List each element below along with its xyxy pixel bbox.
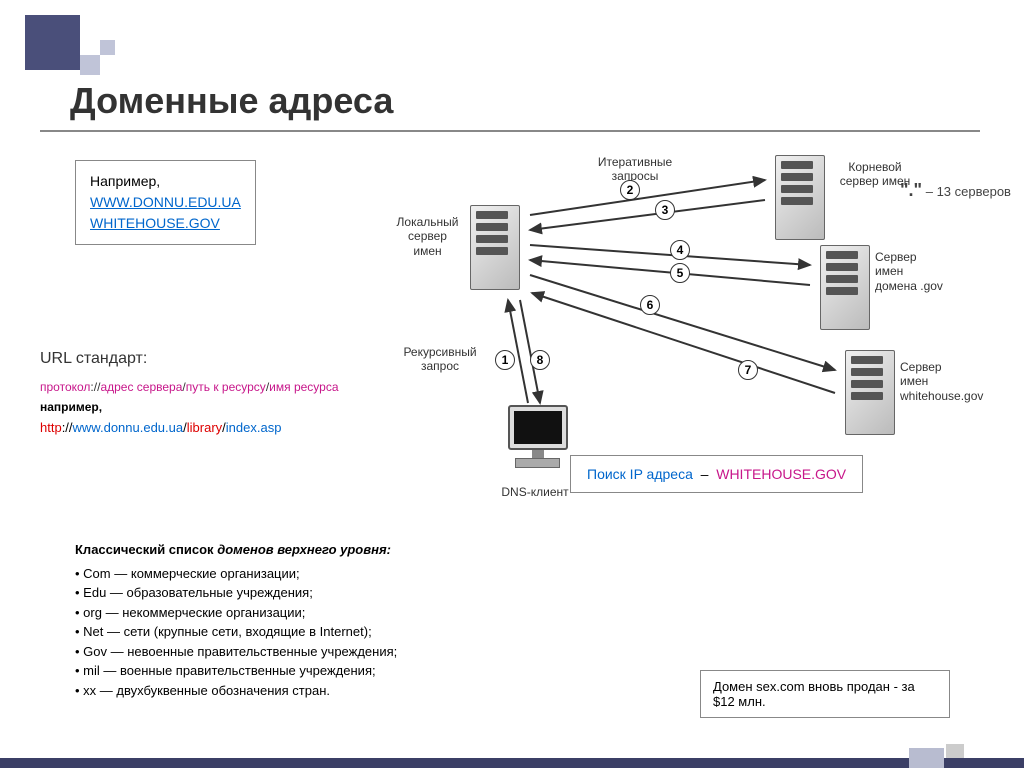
tld-desc: военные правительственные учреждения; [120,663,376,678]
tld-code: mil [83,663,100,678]
tld-row: • org — некоммерческие организации; [75,603,397,623]
example-link-2[interactable]: whitehouse.gov [90,215,220,231]
step-3: 3 [655,200,675,220]
step-2: 2 [620,180,640,200]
tld-row: • Com — коммерческие организации; [75,564,397,584]
iter-label: Итеративныезапросы [590,155,680,184]
step-7: 7 [738,360,758,380]
root-server-icon [775,155,825,240]
tld-desc: двухбуквенные обозначения стран. [116,683,330,698]
search-target: whitehouse.gov [716,466,846,482]
tld-row: • Net — сети (крупные сети, входящие в I… [75,622,397,642]
search-label: Поиск IP адреса [587,466,693,482]
tld-desc: коммерческие организации; [131,566,300,581]
local-server-icon [470,205,520,290]
tld-code: org [83,605,102,620]
dns-client-icon [500,405,575,480]
tld-desc: образовательные учреждения; [127,585,313,600]
gov-label: Серверимендомена .gov [875,250,955,293]
tld-code: Gov [83,644,107,659]
step-5: 5 [670,263,690,283]
gov-server-icon [820,245,870,330]
tld-row: • Gov — невоенные правительственные учре… [75,642,397,662]
url-heading: URL стандарт: [40,350,147,368]
tld-desc: некоммерческие организации; [122,605,305,620]
step-1: 1 [495,350,515,370]
tld-desc: сети (крупные сети, входящие в Internet)… [124,624,372,639]
step-6: 6 [640,295,660,315]
url-server: адрес сервера [100,380,182,394]
example-box: Например, www.donnu.edu.ua whitehouse.go… [75,160,256,245]
decor-square-3 [100,40,115,55]
tld-list: Классический список доменов верхнего уро… [75,540,397,700]
tld-row: • xx — двухбуквенные обозначения стран. [75,681,397,701]
root-count: 13 серверов [937,184,1011,199]
example-label: Например, [90,171,241,192]
tld-code: xx [83,683,96,698]
footer-square-2 [946,744,964,758]
recursive-label: Рекурсивныйзапрос [395,345,485,374]
title-rule [40,130,980,132]
tld-code: Net [83,624,103,639]
footer-square-1 [909,748,944,768]
example-link-1[interactable]: www.donnu.edu.ua [90,194,241,210]
tld-header: Классический список доменов верхнего уро… [75,540,397,560]
wh-server-icon [845,350,895,435]
decor-square-1 [25,15,80,70]
domain-sale-box: Домен sex.com вновь продан - за $12 млн. [700,670,950,718]
footer-bar [0,758,1024,768]
tld-code: Com [83,566,110,581]
wh-label: Серверименwhitehouse.gov [900,360,1000,403]
decor-square-2 [80,55,100,75]
url-eg-label: например, [40,400,102,414]
step-8: 8 [530,350,550,370]
url-proto: протокол [40,380,90,394]
tld-code: Edu [83,585,106,600]
step-4: 4 [670,240,690,260]
url-example: http://www.donnu.edu.ua/library/index.as… [40,420,281,435]
tld-row: • Edu — образовательные учреждения; [75,583,397,603]
tld-row: • mil — военные правительственные учрежд… [75,661,397,681]
root-label: Корневойсервер имен [830,160,920,189]
dns-diagram: Локальныйсерверимен Итеративныезапросы К… [370,145,930,505]
url-path: путь к ресурсу [186,380,266,394]
client-label: DNS-клиент [490,485,580,499]
url-name: имя ресурса [269,380,338,394]
url-format: протокол://адрес сервера/путь к ресурсу/… [40,380,339,394]
ip-search-box: Поиск IP адреса – whitehouse.gov [570,455,863,493]
tld-desc: невоенные правительственные учреждения; [127,644,397,659]
page-title: Доменные адреса [70,80,393,122]
local-label: Локальныйсерверимен [390,215,465,258]
